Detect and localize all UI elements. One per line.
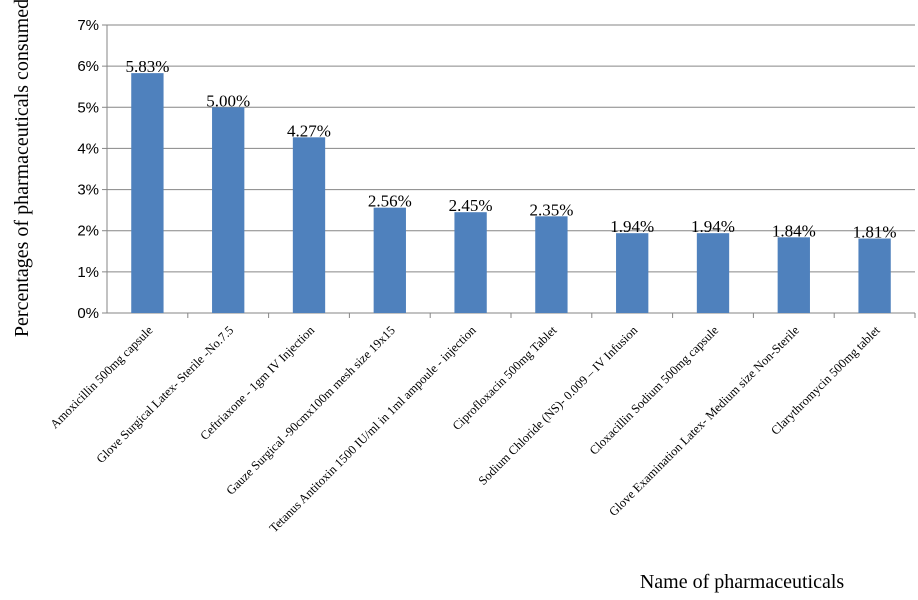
data-label: 1.84% — [772, 221, 816, 240]
data-label: 2.35% — [529, 200, 573, 219]
x-category-label: Cloxacillin Sodium 500mg capsule — [587, 323, 722, 458]
bar — [212, 107, 244, 313]
bar — [131, 73, 163, 313]
data-label: 1.81% — [853, 223, 897, 242]
bar — [778, 237, 810, 313]
x-axis-title: Name of pharmaceuticals — [640, 571, 845, 593]
y-tick-label: 6% — [77, 58, 99, 75]
bar — [697, 233, 729, 313]
x-category-label: Sodium Chloride (NS)- 0.009 – IV Infusio… — [476, 323, 641, 488]
bar — [616, 233, 648, 313]
data-label: 1.94% — [691, 217, 735, 236]
y-axis-title: Percentages of pharmaceuticals consumed — [11, 0, 33, 337]
y-tick-label: 7% — [77, 17, 99, 34]
y-tick-label: 1% — [77, 264, 99, 281]
data-label: 2.45% — [449, 196, 493, 215]
y-tick-label: 3% — [77, 182, 99, 199]
bar — [454, 212, 486, 313]
y-tick-label: 0% — [77, 305, 99, 322]
y-tick-label: 2% — [77, 223, 99, 240]
data-label: 2.56% — [368, 192, 412, 211]
y-axis-ticks: 0% 1% 2% 3% 4% 5% 6% 7% — [77, 17, 107, 322]
x-category-label: Glove Surgical Latex- Sterile -No.7.5 — [94, 323, 237, 466]
data-label: 1.94% — [610, 217, 654, 236]
bar — [293, 137, 325, 313]
data-label: 4.27% — [287, 121, 331, 140]
bar — [374, 208, 406, 313]
x-category-label: Gauze Surgical -90cmx100m mesh size 19x1… — [223, 323, 397, 497]
bar — [535, 216, 567, 313]
y-tick-label: 5% — [77, 99, 99, 116]
bar — [858, 239, 890, 313]
y-tick-label: 4% — [77, 140, 99, 157]
x-category-label: Glove Examination Latex- Medium size Non… — [606, 323, 802, 519]
data-label: 5.83% — [125, 57, 169, 76]
data-label: 5.00% — [206, 91, 250, 110]
